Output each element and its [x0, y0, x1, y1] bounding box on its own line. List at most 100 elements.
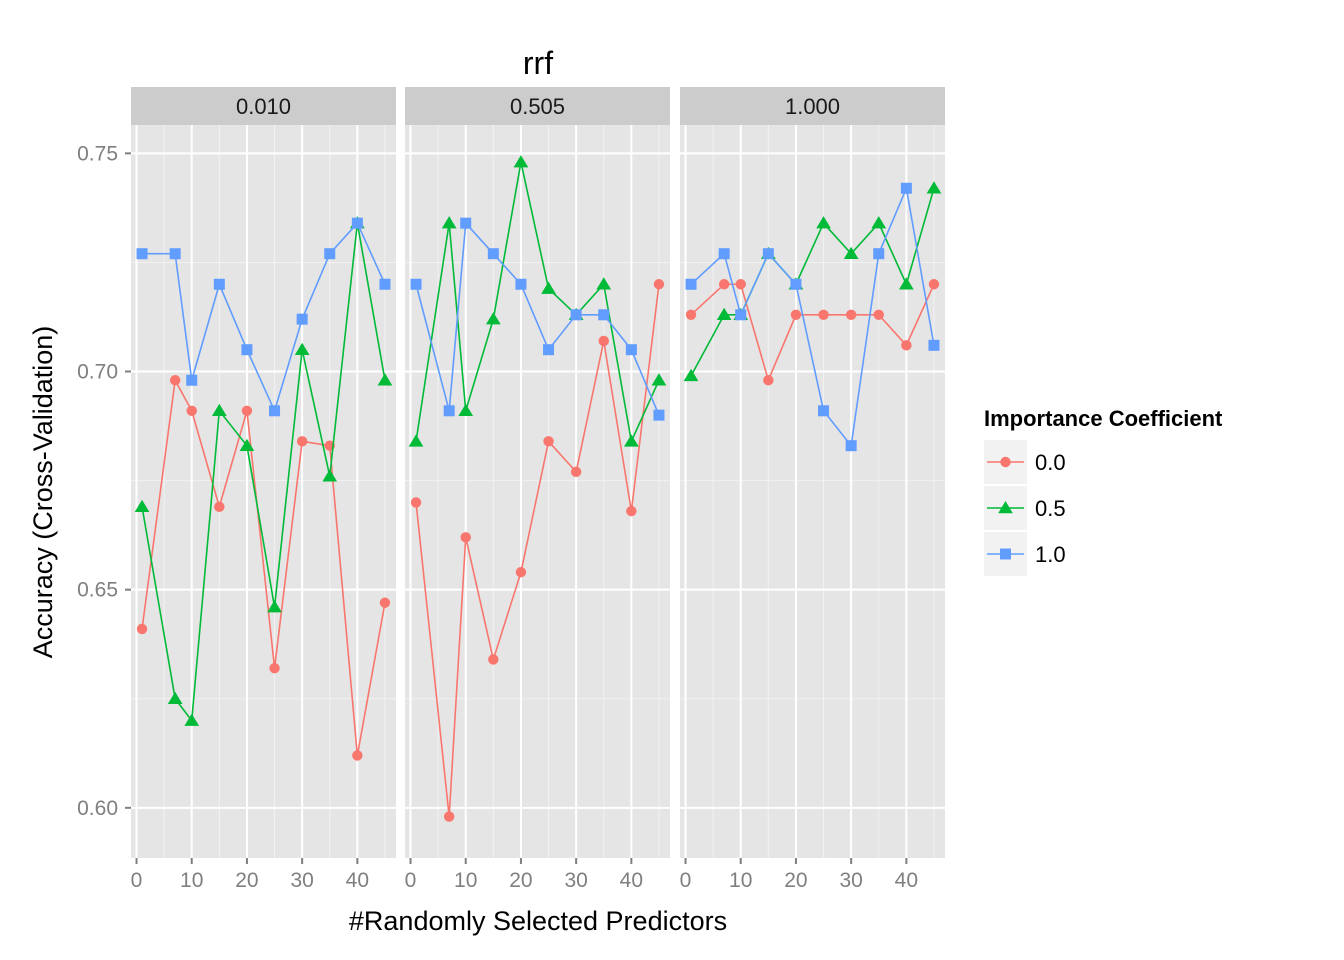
legend-entry-1.0: 1.0 — [984, 532, 1066, 576]
data-point — [596, 277, 612, 290]
facet-panel-0.010: 0.010 0 10 20 30 40 — [131, 87, 396, 892]
x-tick-label: 30 — [839, 869, 862, 892]
data-point — [241, 405, 253, 416]
data-point — [873, 248, 885, 260]
data-point — [379, 597, 391, 608]
data-point — [322, 469, 338, 482]
data-point — [653, 409, 665, 421]
data-point — [443, 811, 455, 822]
panel-background — [680, 125, 945, 858]
data-point — [169, 248, 181, 260]
y-tick-label: 0.75 — [77, 142, 118, 165]
y-tick-label: 0.65 — [77, 579, 118, 602]
x-tick-label: 30 — [564, 869, 587, 892]
data-point — [267, 600, 282, 613]
data-point — [718, 248, 730, 260]
y-tick-label: 0.70 — [77, 361, 118, 384]
data-point — [441, 216, 457, 229]
data-point — [324, 248, 336, 260]
data-point — [488, 654, 499, 665]
data-point — [460, 532, 471, 543]
x-tick-label: 20 — [784, 869, 807, 892]
x-tick-label: 40 — [895, 869, 918, 892]
facet-strip-label: 0.505 — [510, 94, 565, 119]
series-0.0 — [136, 375, 391, 761]
data-point — [136, 248, 148, 260]
x-tick-label: 40 — [346, 869, 369, 892]
data-point — [294, 342, 310, 355]
x-tick-label: 0 — [131, 869, 143, 892]
data-point — [899, 277, 914, 290]
data-point — [871, 216, 887, 229]
data-point — [598, 309, 610, 321]
legend-entry-0.5: 0.5 — [984, 486, 1066, 530]
data-point — [763, 375, 774, 386]
legend: Importance Coefficient 0.0 0.5 1.0 — [984, 406, 1223, 576]
data-point — [269, 405, 281, 417]
data-point — [379, 278, 391, 290]
data-point — [762, 248, 774, 260]
facet-strip — [131, 87, 396, 125]
panel-background — [131, 125, 396, 858]
x-tick-label: 0 — [405, 869, 417, 892]
data-point — [214, 501, 225, 512]
data-point — [351, 217, 363, 229]
legend-key-marker — [1000, 456, 1011, 468]
data-point — [625, 344, 637, 356]
legend-key-marker — [1000, 548, 1011, 560]
legend-label: 1.0 — [1035, 542, 1066, 567]
series-1.0 — [136, 217, 391, 417]
data-point — [790, 278, 802, 290]
data-point — [716, 307, 732, 321]
legend-label: 0.0 — [1035, 450, 1066, 475]
data-point — [296, 313, 308, 325]
x-axis-title: #Randomly Selected Predictors — [349, 906, 727, 936]
data-point — [900, 182, 912, 194]
data-point — [241, 344, 253, 356]
data-point — [845, 309, 857, 320]
y-tick-label: 0.60 — [77, 797, 118, 820]
facet-strip-label: 1.000 — [785, 94, 840, 119]
facet-panel-0.505: 0.505 0 10 20 30 40 — [405, 87, 670, 892]
data-point — [926, 181, 942, 194]
data-point — [213, 278, 225, 290]
x-tick-label: 10 — [454, 869, 477, 892]
data-point — [410, 278, 422, 290]
series-1.0 — [410, 217, 665, 421]
data-point — [790, 309, 802, 320]
data-point — [186, 405, 197, 416]
series-line — [142, 221, 386, 414]
series-0.0 — [410, 279, 665, 822]
data-point — [458, 403, 474, 417]
data-point — [570, 466, 582, 478]
data-point — [570, 309, 582, 321]
data-point — [186, 374, 198, 386]
data-point — [487, 248, 499, 260]
facet-panel-1.000: 1.000 0 10 20 30 40 — [680, 87, 945, 892]
series-line — [690, 188, 935, 377]
data-point — [184, 713, 200, 726]
legend-title: Importance Coefficient — [984, 406, 1223, 431]
data-point — [683, 368, 699, 382]
legend-label: 0.5 — [1035, 496, 1066, 521]
data-point — [901, 340, 912, 351]
facet-strip-label: 0.010 — [236, 94, 291, 119]
x-tick-label: 0 — [680, 869, 692, 892]
data-point — [818, 309, 829, 320]
data-point — [352, 750, 363, 761]
series-line — [415, 221, 660, 416]
data-point — [928, 339, 940, 351]
data-point — [541, 281, 556, 294]
data-point — [296, 436, 308, 447]
data-point — [485, 312, 501, 325]
chart-title: rrf — [523, 45, 553, 81]
data-point — [513, 155, 529, 168]
data-point — [136, 623, 148, 635]
series-line — [141, 377, 386, 756]
data-point — [873, 309, 884, 320]
data-point — [134, 499, 150, 513]
series-1.0 — [685, 182, 940, 452]
legend-key-marker — [998, 501, 1013, 514]
data-point — [653, 279, 665, 290]
